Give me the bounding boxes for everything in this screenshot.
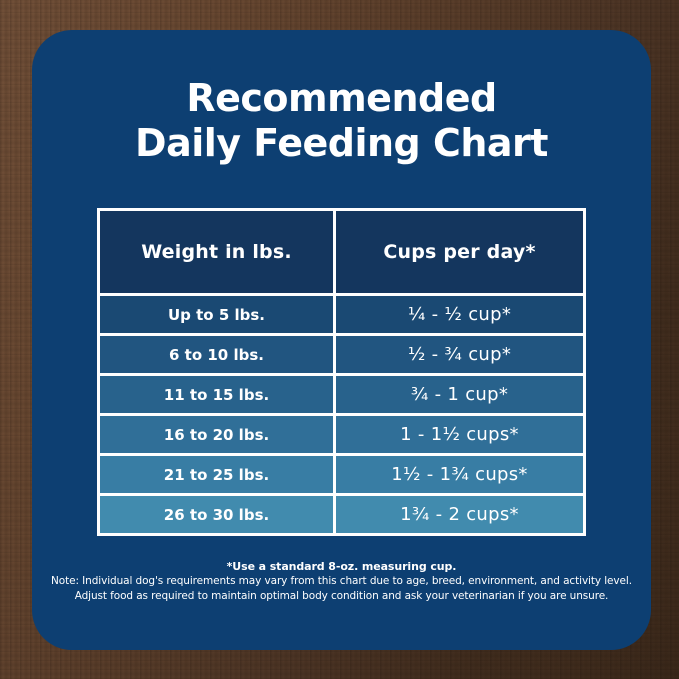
table-row-1-cups: ¼ - ½ cup* — [336, 296, 583, 333]
table-row-6-cups: 1¾ - 2 cups* — [336, 496, 583, 533]
column-header-weight: Weight in lbs. — [100, 211, 333, 293]
table-row-3-weight: 11 to 15 lbs. — [100, 376, 333, 413]
footnote-note-line-1: Note: Individual dog's requirements may … — [51, 575, 632, 587]
page-title: Recommended Daily Feeding Chart — [32, 76, 651, 166]
title-line-1: Recommended — [186, 76, 497, 120]
feeding-table: Weight in lbs. Cups per day* Up to 5 lbs… — [97, 208, 586, 536]
column-header-cups: Cups per day* — [336, 211, 583, 293]
table-row-3-cups: ¾ - 1 cup* — [336, 376, 583, 413]
title-line-2: Daily Feeding Chart — [135, 121, 548, 165]
table-row-4-weight: 16 to 20 lbs. — [100, 416, 333, 453]
table-row-4-cups: 1 - 1½ cups* — [336, 416, 583, 453]
table-row-1-weight: Up to 5 lbs. — [100, 296, 333, 333]
table-row-2-cups: ½ - ¾ cup* — [336, 336, 583, 373]
footnote-note-line-2: Adjust food as required to maintain opti… — [74, 590, 609, 602]
table-row-6-weight: 26 to 30 lbs. — [100, 496, 333, 533]
table-row-5-weight: 21 to 25 lbs. — [100, 456, 333, 493]
table-row-5-cups: 1½ - 1¾ cups* — [336, 456, 583, 493]
footnote-measuring-cup: *Use a standard 8-oz. measuring cup. — [226, 560, 457, 573]
feeding-chart-card: Recommended Daily Feeding Chart Weight i… — [32, 30, 651, 650]
footnotes: *Use a standard 8-oz. measuring cup. Not… — [32, 559, 651, 604]
table-row-2-weight: 6 to 10 lbs. — [100, 336, 333, 373]
